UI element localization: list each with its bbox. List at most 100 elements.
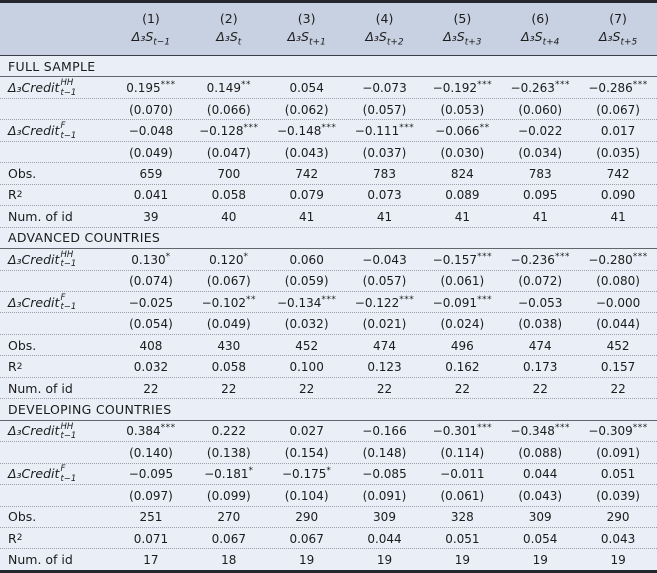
cell-standard-error: (0.066) xyxy=(190,102,268,117)
significance-stars: *** xyxy=(399,294,415,305)
value-text: 0.051 xyxy=(445,531,480,546)
cell-standard-error: (0.148) xyxy=(346,445,424,460)
cell-value: 0.027 xyxy=(268,423,346,438)
value-text: (0.047) xyxy=(206,145,251,160)
cell-value: −0.025 xyxy=(112,295,190,310)
cell-value: 290 xyxy=(268,509,346,524)
value-text: (0.062) xyxy=(284,102,329,117)
value-text: 474 xyxy=(528,338,552,353)
cell-value: 0.123 xyxy=(346,359,424,374)
cell-value: 783 xyxy=(501,166,579,181)
cell-value: 700 xyxy=(190,166,268,181)
table-row: (0.054) (0.049) (0.032) (0.021) (0.024) (0.03… xyxy=(0,313,657,335)
subscript: t−1 xyxy=(60,430,77,441)
column-header: (7) Δ₃St+5 xyxy=(579,11,657,48)
cell-value: 22 xyxy=(346,381,424,396)
value-text: 0.051 xyxy=(600,467,636,482)
value-text: (0.049) xyxy=(129,145,173,160)
cell-value: 0.195*** xyxy=(112,80,190,95)
cell-value: 328 xyxy=(423,509,501,524)
value-text: 0.054 xyxy=(289,81,324,96)
cell-standard-error: (0.043) xyxy=(501,488,579,503)
cell-value: −0.192*** xyxy=(423,80,501,95)
panel-title: DEVELOPING COUNTRIES xyxy=(8,401,172,417)
cell-value: −0.166 xyxy=(346,423,424,438)
superscript: HH xyxy=(60,78,74,89)
sup-sub-stack: HH t−1 xyxy=(60,422,77,442)
value-text: 0.032 xyxy=(133,360,169,375)
cell-standard-error: (0.030) xyxy=(423,145,501,160)
cell-value: −0.048 xyxy=(112,123,190,138)
cell-value: 0.044 xyxy=(346,531,424,546)
significance-stars: *** xyxy=(632,80,648,91)
value-text: −0.301 xyxy=(432,424,478,439)
cell-value: 0.079 xyxy=(268,187,346,202)
column-variable: Δ₃St+2 xyxy=(365,29,403,48)
value-text: 783 xyxy=(373,166,396,181)
value-text: (0.148) xyxy=(362,445,407,460)
cell-value: −0.348*** xyxy=(501,423,579,438)
value-text: 0.089 xyxy=(445,188,480,203)
value-text: 22 xyxy=(454,381,470,396)
value-text: −0.134 xyxy=(276,295,322,310)
time-subscript: t−1 xyxy=(153,37,171,48)
variable-name: Num. of id xyxy=(8,552,73,568)
sup-sub-stack: HH t−1 xyxy=(60,78,76,98)
significance-stars: *** xyxy=(477,80,493,91)
cell-value: 430 xyxy=(190,338,268,353)
cell-standard-error: (0.062) xyxy=(268,102,346,117)
cell-value: −0.301*** xyxy=(423,423,501,438)
cell-standard-error: (0.097) xyxy=(112,488,190,503)
cell-value: 0.044 xyxy=(501,466,579,481)
value-text: 17 xyxy=(143,553,159,568)
significance-stars: *** xyxy=(477,423,493,434)
value-text: −0.263 xyxy=(510,81,555,96)
value-text: 0.120 xyxy=(209,252,244,267)
value-text: 19 xyxy=(376,553,393,568)
cell-value: 17 xyxy=(112,552,190,567)
value-text: (0.053) xyxy=(440,102,485,117)
value-text: (0.091) xyxy=(362,488,407,503)
value-text: −0.148 xyxy=(276,124,322,139)
value-text: −0.157 xyxy=(432,252,478,267)
cell-value: 22 xyxy=(112,381,190,396)
value-text: (0.074) xyxy=(129,274,173,289)
panel-title: FULL SAMPLE xyxy=(8,58,96,74)
superscript: 2 xyxy=(16,533,23,544)
value-text: 0.067 xyxy=(211,531,246,546)
cell-value: 41 xyxy=(268,209,346,224)
cell-value: 659 xyxy=(112,166,190,181)
value-text: −0.128 xyxy=(199,124,244,139)
cell-standard-error: (0.140) xyxy=(112,445,190,460)
superscript: HH xyxy=(60,249,74,260)
variable-name: Δ₃Credit xyxy=(8,423,60,439)
value-text: −0.181 xyxy=(204,467,249,482)
subscript: t−1 xyxy=(60,473,77,484)
cell-value: 0.090 xyxy=(579,187,657,202)
significance-stars: *** xyxy=(399,123,415,133)
table-row: R 2 0.071 0.067 0.067 0.044 0.051 0.054 0.043 xyxy=(0,528,657,550)
value-text: (0.091) xyxy=(596,445,640,460)
column-header: (1) Δ₃St−1 xyxy=(112,11,190,48)
superscript: 2 xyxy=(16,189,23,200)
delta-s-label: Δ₃S xyxy=(287,28,310,44)
panel-title-row: DEVELOPING COUNTRIES xyxy=(0,399,657,421)
cell-value: −0.091*** xyxy=(423,295,501,310)
cell-standard-error: (0.034) xyxy=(501,145,579,160)
value-text: 0.079 xyxy=(289,188,324,203)
cell-value: 19 xyxy=(346,552,424,567)
value-text: 0.071 xyxy=(133,531,169,546)
cell-value: 0.060 xyxy=(268,252,346,267)
cell-value: 22 xyxy=(579,381,657,396)
variable-name: Obs. xyxy=(8,165,37,181)
sup-sub-stack: HH t−1 xyxy=(60,249,76,270)
significance-stars: ** xyxy=(479,123,490,133)
cell-value: 0.054 xyxy=(268,80,346,95)
significance-stars: ** xyxy=(246,294,256,305)
cell-standard-error: (0.053) xyxy=(423,102,501,117)
